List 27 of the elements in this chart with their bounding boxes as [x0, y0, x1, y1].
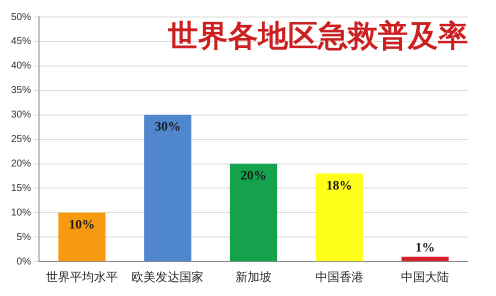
y-tick-label: 5%	[16, 232, 32, 243]
bar	[316, 174, 363, 262]
data-label: 1%	[415, 240, 435, 255]
y-tick-label: 0%	[16, 256, 32, 268]
data-label: 18%	[326, 177, 352, 192]
y-tick-label: 40%	[11, 60, 32, 72]
x-tick-label: 世界平均水平	[46, 270, 118, 284]
x-tick-label: 欧美发达国家	[132, 270, 204, 284]
y-tick-label: 35%	[11, 85, 32, 96]
bar	[144, 114, 192, 262]
data-label: 20%	[240, 168, 267, 183]
data-label: 30%	[154, 118, 181, 134]
data-label: 10%	[68, 216, 95, 232]
x-tick-label: 中国大陆	[401, 270, 450, 284]
bar	[230, 164, 278, 262]
y-tick-label: 25%	[11, 134, 32, 146]
x-tick-label: 新加坡	[236, 270, 272, 284]
y-tick-label: 10%	[11, 207, 32, 218]
y-tick-label: 15%	[11, 182, 32, 194]
y-tick-label: 30%	[11, 110, 32, 121]
y-tick-label: 45%	[11, 36, 32, 48]
bar	[402, 256, 449, 262]
y-tick-label: 50%	[11, 12, 32, 23]
x-tick-label: 中国香港	[315, 270, 364, 284]
y-tick-label: 20%	[11, 158, 32, 170]
chart-title: 世界各地区急救普及率	[167, 18, 468, 54]
bar	[58, 212, 106, 262]
